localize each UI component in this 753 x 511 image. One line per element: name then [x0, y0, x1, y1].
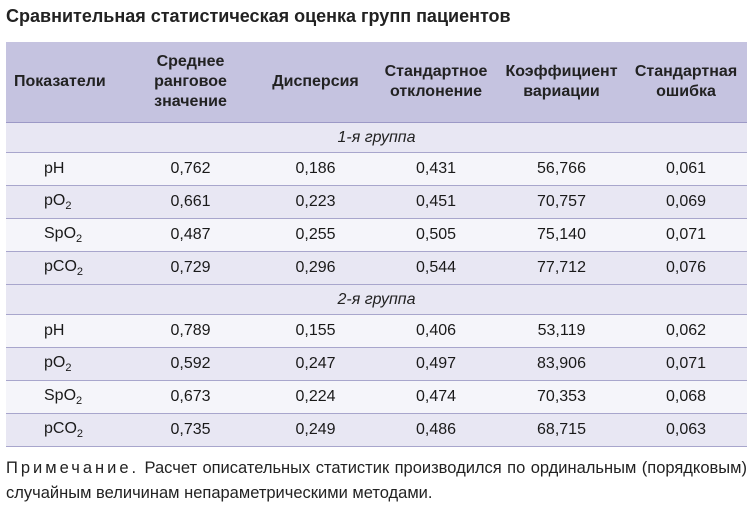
table-row: pO2 0,592 0,247 0,497 83,906 0,071 — [6, 347, 747, 381]
value-cell: 0,063 — [625, 413, 747, 447]
value-cell: 0,735 — [124, 413, 257, 447]
parameter-cell: SpO2 — [6, 218, 124, 252]
value-cell: 0,486 — [374, 413, 498, 447]
value-cell: 0,673 — [124, 380, 257, 414]
parameter-name: pO — [44, 353, 66, 371]
value-cell: 0,762 — [124, 152, 257, 186]
value-cell: 75,140 — [498, 218, 625, 252]
column-header: Стандартная ошибка — [625, 42, 747, 123]
parameter-name: SpO — [44, 224, 77, 242]
value-cell: 56,766 — [498, 152, 625, 186]
group-label: 1-я группа — [6, 122, 747, 153]
value-cell: 0,255 — [257, 218, 374, 252]
table-row: pCO2 0,735 0,249 0,486 68,715 0,063 — [6, 413, 747, 447]
value-cell: 0,451 — [374, 185, 498, 219]
value-cell: 0,431 — [374, 152, 498, 186]
value-cell: 0,296 — [257, 251, 374, 285]
value-cell: 0,505 — [374, 218, 498, 252]
value-cell: 0,071 — [625, 218, 747, 252]
value-cell: 0,789 — [124, 314, 257, 348]
value-cell: 0,406 — [374, 314, 498, 348]
parameter-name: SpO — [44, 386, 77, 404]
column-header: Среднее ранговое значение — [124, 42, 257, 123]
parameter-cell: pO2 — [6, 185, 124, 219]
parameter-subscript: 2 — [76, 233, 83, 246]
group-header-row: 1-я группа — [6, 122, 747, 153]
group-header-row: 2-я группа — [6, 284, 747, 315]
value-cell: 0,062 — [625, 314, 747, 348]
value-cell: 0,497 — [374, 347, 498, 381]
value-cell: 70,353 — [498, 380, 625, 414]
table-row: SpO2 0,673 0,224 0,474 70,353 0,068 — [6, 380, 747, 414]
parameter-name: pH — [44, 322, 65, 339]
column-header: Дисперсия — [257, 42, 374, 123]
parameter-cell: pO2 — [6, 347, 124, 381]
value-cell: 0,186 — [257, 152, 374, 186]
parameter-subscript: 2 — [76, 428, 84, 441]
value-cell: 0,069 — [625, 185, 747, 219]
value-cell: 0,223 — [257, 185, 374, 219]
table-row: pO2 0,661 0,223 0,451 70,757 0,069 — [6, 185, 747, 219]
value-cell: 0,071 — [625, 347, 747, 381]
value-cell: 0,592 — [124, 347, 257, 381]
value-cell: 0,474 — [374, 380, 498, 414]
column-header: Стандартное отклонение — [374, 42, 498, 123]
value-cell: 0,249 — [257, 413, 374, 447]
column-header: Коэффициент вариации — [498, 42, 625, 123]
note-text: Расчет описательных статистик производил… — [6, 459, 747, 502]
value-cell: 0,729 — [124, 251, 257, 285]
parameter-name: pO — [44, 191, 66, 209]
value-cell: 83,906 — [498, 347, 625, 381]
parameter-cell: pH — [6, 314, 124, 348]
parameter-cell: pH — [6, 152, 124, 186]
parameter-name: pH — [44, 160, 65, 177]
column-header: Показатели — [6, 42, 124, 123]
value-cell: 0,068 — [625, 380, 747, 414]
value-cell: 0,487 — [124, 218, 257, 252]
value-cell: 70,757 — [498, 185, 625, 219]
value-cell: 77,712 — [498, 251, 625, 285]
table-title: Сравнительная статистическая оценка груп… — [6, 6, 511, 26]
table-note: Примечание. Расчет описательных статисти… — [6, 456, 747, 506]
table-row: pH 0,789 0,155 0,406 53,119 0,062 — [6, 314, 747, 348]
value-cell: 0,247 — [257, 347, 374, 381]
value-cell: 0,155 — [257, 314, 374, 348]
value-cell: 0,661 — [124, 185, 257, 219]
value-cell: 0,076 — [625, 251, 747, 285]
value-cell: 0,061 — [625, 152, 747, 186]
parameter-cell: SpO2 — [6, 380, 124, 414]
value-cell: 0,544 — [374, 251, 498, 285]
parameter-subscript: 2 — [76, 395, 83, 408]
parameter-cell: pCO2 — [6, 251, 124, 285]
table-row: SpO2 0,487 0,255 0,505 75,140 0,071 — [6, 218, 747, 252]
value-cell: 53,119 — [498, 314, 625, 348]
table-row: pH 0,762 0,186 0,431 56,766 0,061 — [6, 152, 747, 186]
parameter-subscript: 2 — [65, 200, 72, 213]
parameter-subscript: 2 — [65, 362, 72, 375]
parameter-subscript: 2 — [76, 266, 84, 279]
table-row: pCO2 0,729 0,296 0,544 77,712 0,076 — [6, 251, 747, 285]
value-cell: 0,224 — [257, 380, 374, 414]
value-cell: 68,715 — [498, 413, 625, 447]
note-label: Примечание. — [6, 459, 140, 477]
parameter-name: pCO — [44, 419, 77, 437]
parameter-cell: pCO2 — [6, 413, 124, 447]
header-row: Показатели Среднее ранговое значение Дис… — [6, 42, 747, 123]
parameter-name: pCO — [44, 257, 77, 275]
group-label: 2-я группа — [6, 284, 747, 315]
statistics-table: Показатели Среднее ранговое значение Дис… — [6, 42, 747, 447]
